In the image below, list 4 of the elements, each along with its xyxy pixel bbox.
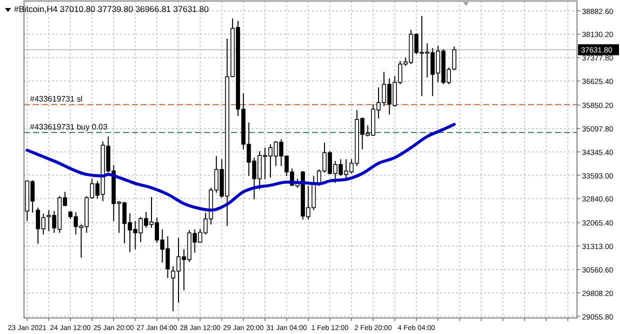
ref-line-label: #433619731 buy 0.03 [30, 122, 108, 132]
line-series [26, 122, 456, 212]
ref-line-label: #433619731 sl [30, 94, 83, 104]
chart-title: #Bitcoin,H4 37010.80 37739.80 36966.81 37631.80 [14, 4, 209, 14]
